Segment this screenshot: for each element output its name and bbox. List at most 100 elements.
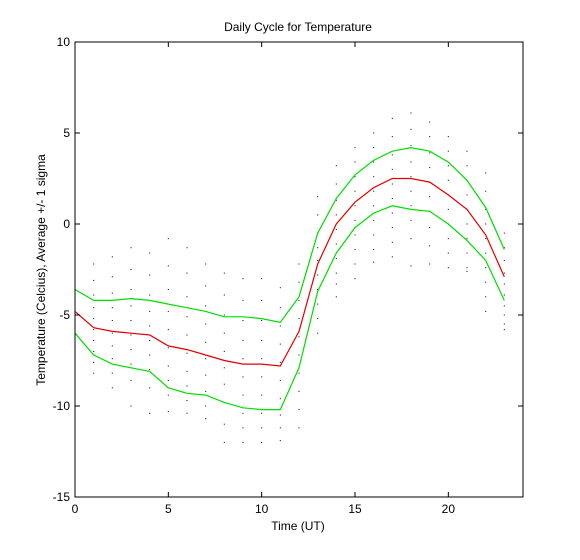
scatter-point [93, 263, 95, 265]
scatter-point [205, 263, 207, 265]
scatter-point [167, 380, 169, 381]
scatter-point [429, 152, 431, 154]
scatter-point [335, 199, 337, 201]
x-tick-label: 15 [348, 502, 362, 516]
scatter-point [111, 332, 113, 334]
scatter-point [485, 267, 487, 269]
scatter-point [149, 310, 151, 312]
scatter-point [149, 369, 151, 371]
scatter-point [186, 352, 188, 354]
scatter-point [186, 316, 188, 318]
x-tick-label: 5 [165, 502, 172, 516]
scatter-point [111, 256, 113, 258]
scatter-point [261, 340, 263, 341]
y-tick-label: 10 [57, 35, 71, 49]
scatter-point [317, 318, 319, 320]
scatter-point [410, 205, 412, 207]
scatter-point [93, 340, 95, 341]
scatter-point [503, 305, 505, 307]
scatter-point [298, 409, 300, 411]
scatter-point [223, 441, 225, 443]
scatter-point [149, 412, 151, 414]
scatter-point [205, 323, 207, 325]
scatter-point [186, 272, 188, 274]
scatter-point [261, 412, 263, 414]
scatter-point [391, 154, 393, 156]
scatter-point [130, 363, 132, 365]
scatter-point [391, 212, 393, 214]
scatter-point [261, 441, 263, 443]
scatter-point [335, 296, 337, 298]
scatter-point [298, 427, 300, 429]
scatter-point [149, 325, 151, 327]
scatter-point [223, 332, 225, 334]
y-tick-label: 5 [63, 126, 70, 140]
scatter-point [503, 294, 505, 296]
scatter-point [391, 256, 393, 258]
scatter-point [503, 323, 505, 325]
scatter-point [167, 329, 169, 331]
lines-layer [74, 146, 505, 411]
scatter-point [354, 161, 356, 163]
scatter-point [485, 172, 487, 174]
scatter-point [373, 132, 375, 134]
scatter-point [223, 350, 225, 352]
scatter-point [93, 361, 95, 363]
scatter-point [149, 274, 151, 276]
scatter-point [503, 272, 505, 274]
scatter-point [149, 340, 151, 341]
scatter-point [354, 147, 356, 149]
scatter-point [429, 196, 431, 198]
scatter-point [261, 299, 263, 301]
scatter-point [223, 423, 225, 425]
scatter-point [93, 279, 95, 281]
scatter-point [354, 263, 356, 265]
scatter-point [223, 314, 225, 316]
scatter-point [485, 281, 487, 283]
scatter-point [93, 318, 95, 320]
scatter-point [317, 332, 319, 334]
scatter-point [410, 176, 412, 178]
scatter-point [186, 296, 188, 298]
ticks-layer: 0 5 10 15 20 -15 -10 -5 0 5 10 [53, 35, 523, 516]
scatter-point [205, 341, 207, 343]
scatter-point [205, 358, 207, 360]
scatter-point [373, 176, 375, 178]
scatter-point [186, 247, 188, 249]
scatter-point [167, 265, 169, 267]
scatter-point [317, 303, 319, 305]
scatter-point [261, 376, 263, 378]
y-axis-label: Temperature (Celcius), Average +/- 1 sig… [34, 154, 48, 386]
scatter-point [485, 296, 487, 298]
scatter-point [373, 219, 375, 221]
scatter-point [447, 150, 449, 152]
scatter-point [373, 249, 375, 250]
scatter-point [410, 128, 412, 130]
x-tick-label: 0 [72, 502, 79, 516]
scatter-point [298, 318, 300, 320]
scatter-point [149, 252, 151, 254]
scatter-point [242, 278, 244, 280]
scatter-point [223, 383, 225, 385]
scatter-point [186, 370, 188, 372]
scatter-point [410, 190, 412, 192]
series-line-mean-1sigma [74, 205, 505, 411]
scatter-point [335, 165, 337, 167]
scatter-point [447, 208, 449, 210]
x-tick-label: 10 [255, 502, 269, 516]
scatter-point [261, 278, 263, 280]
y-tick-label: -5 [59, 308, 70, 322]
scatter-point [447, 252, 449, 254]
scatter-point [354, 190, 356, 192]
scatter-point [429, 121, 431, 123]
scatter-point [391, 198, 393, 199]
scatter-point [503, 259, 505, 261]
scatter-point [261, 394, 263, 396]
axes-box [74, 41, 524, 498]
scatter-point [503, 283, 505, 285]
scatter-point [167, 365, 169, 367]
scatter-point [205, 390, 207, 392]
scatter-point [205, 405, 207, 407]
scatter-point [391, 241, 393, 243]
